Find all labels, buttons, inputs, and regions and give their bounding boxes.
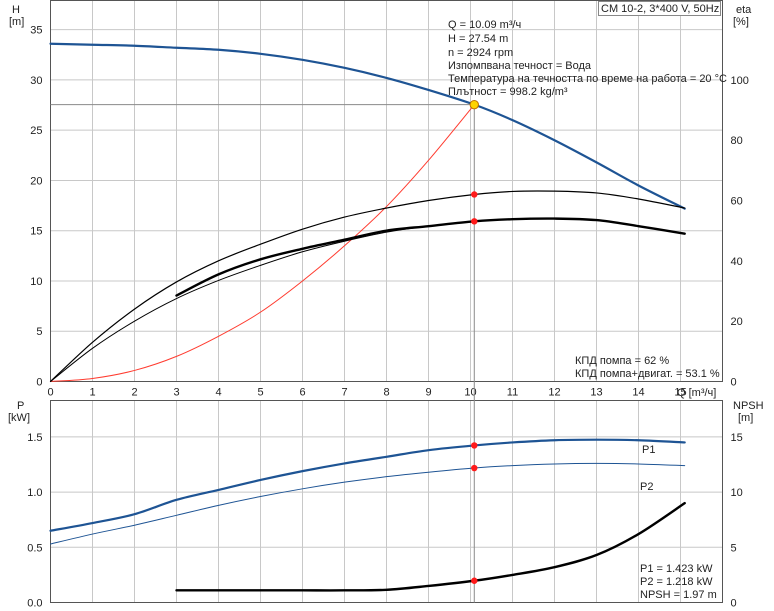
npsh-tick-label: 0 <box>731 598 737 610</box>
p-tick-label: 0.0 <box>27 598 42 610</box>
h-tick-label: 35 <box>30 25 42 37</box>
q-tick-label: 10 <box>464 387 476 399</box>
p-tick-label: 1.5 <box>27 432 42 444</box>
curve-eta_pump <box>49 190 686 383</box>
q-tick-label: 13 <box>590 387 602 399</box>
top-panel-tick-labels: 0 1 2 3 4 5 6 7 8 9 10 11 12 13 14 15051015202530350204… <box>30 25 749 399</box>
info-line-h: H = 27.54 m <box>448 33 508 45</box>
npsh-axis-unit: [m] <box>738 412 753 424</box>
h-tick-label: 20 <box>30 175 42 187</box>
npsh-tick-label: 10 <box>731 487 743 499</box>
q-tick-label: 5 <box>257 387 263 399</box>
eta-axis-unit: [%] <box>733 16 749 28</box>
duty-point-guides <box>50 104 475 603</box>
q-tick-label: 4 <box>215 387 221 399</box>
top-panel-grid <box>50 0 723 382</box>
p1-curve-label: P1 <box>642 444 655 456</box>
npsh-tick-label: 15 <box>731 432 743 444</box>
q-tick-label: 11 <box>507 387 518 399</box>
q-axis-label: Q [m³/ч] <box>677 387 716 399</box>
q-tick-label: 7 <box>341 387 347 399</box>
duty-point-marker <box>469 99 479 110</box>
eff-pump-label: КПД помпа = 62 % <box>575 355 669 367</box>
q-tick-label: 8 <box>383 387 389 399</box>
p-axis-label: P <box>17 400 24 412</box>
p-tick-label: 1.0 <box>27 487 42 499</box>
h-tick-label: 10 <box>30 276 42 288</box>
q-tick-label: 14 <box>632 387 644 399</box>
curve-H <box>49 42 686 210</box>
eta-tick-label: 60 <box>731 196 743 208</box>
curve-system <box>50 104 475 382</box>
info-line-liquid: Изпомпвана течност = Вода <box>448 60 592 72</box>
info-block: Q = 10.09 m³/ч H = 27.54 m n = 2924 rpm … <box>448 19 727 98</box>
h-axis-label: H <box>12 4 20 16</box>
npsh-axis-label: NPSH <box>733 400 764 412</box>
eta-tick-label: 80 <box>731 135 743 147</box>
info-line-n: n = 2924 rpm <box>448 47 513 59</box>
q-tick-label: 9 <box>425 387 431 399</box>
top-panel-frame <box>50 0 723 382</box>
q-tick-label: 1 <box>89 387 95 399</box>
eta-tick-label: 100 <box>731 75 749 87</box>
eff-total-label: КПД помпа+двигат. = 53.1 % <box>575 368 720 380</box>
p2-value-label: P2 = 1.218 kW <box>640 576 713 588</box>
q-tick-label: 12 <box>548 387 560 399</box>
title-box <box>598 1 721 16</box>
h-tick-label: 25 <box>30 125 42 137</box>
info-line-density: Плътност = 998.2 kg/m³ <box>448 86 568 98</box>
power-point-marker <box>471 442 478 449</box>
q-tick-label: 6 <box>299 387 305 399</box>
p-axis-unit: [kW] <box>8 412 30 424</box>
curve-P1 <box>49 438 686 532</box>
q-tick-label: 15 <box>674 387 686 399</box>
q-tick-label: 3 <box>173 387 179 399</box>
efficiency-point-marker <box>471 218 478 225</box>
eta-tick-label: 20 <box>731 316 743 328</box>
h-axis-unit: [m] <box>9 16 24 28</box>
bottom-panel-curves <box>49 438 686 592</box>
operating-point-markers <box>469 99 479 584</box>
h-tick-label: 5 <box>36 326 42 338</box>
q-tick-label: 2 <box>131 387 137 399</box>
efficiency-point-marker <box>471 191 478 198</box>
h-tick-label: 0 <box>36 377 42 389</box>
top-panel-curves <box>49 42 686 383</box>
info-line-temperature: Температура на течността по време на раб… <box>448 73 727 85</box>
eta-tick-label: 40 <box>731 256 743 268</box>
power-point-marker <box>471 464 478 472</box>
bottom-panel-grid <box>50 400 723 603</box>
chart-title: CM 10-2, 3*400 V, 50Hz <box>601 3 719 15</box>
p1-value-label: P1 = 1.423 kW <box>640 563 713 575</box>
bottom-panel-frame <box>50 400 723 603</box>
curve-NPSH <box>175 501 686 592</box>
eta-axis-label: eta <box>736 4 752 16</box>
bottom-panel-tick-labels: 0.0 0.5 1.0 1.5 0 5 10 15 <box>27 432 743 610</box>
q-tick-label: 0 <box>47 387 53 399</box>
curve-eta_total_bold <box>175 217 686 297</box>
h-tick-label: 30 <box>30 75 42 87</box>
p2-curve-label: P2 <box>640 481 653 493</box>
power-point-marker <box>471 577 478 584</box>
npsh-value-label: NPSH = 1.97 m <box>640 589 717 601</box>
h-tick-label: 15 <box>30 226 42 238</box>
curve-P2 <box>50 462 686 545</box>
npsh-tick-label: 5 <box>731 542 737 554</box>
p-tick-label: 0.5 <box>27 542 42 554</box>
eta-tick-label: 0 <box>731 377 737 389</box>
info-line-q: Q = 10.09 m³/ч <box>448 19 521 31</box>
